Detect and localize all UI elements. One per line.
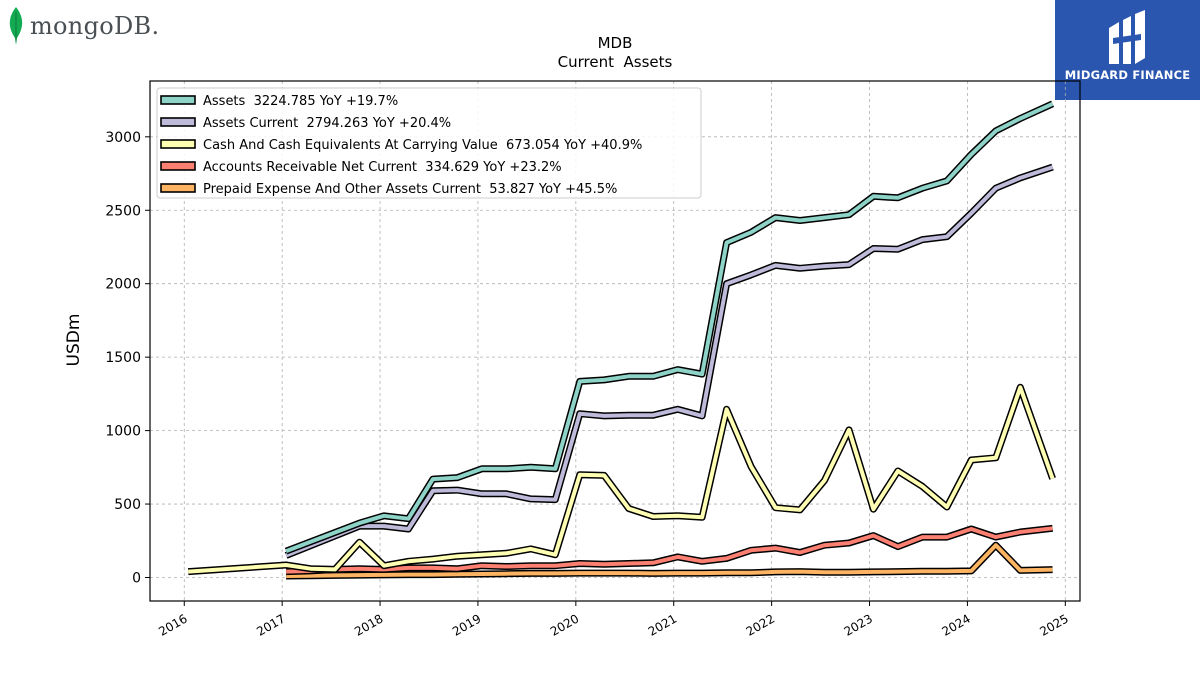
legend-swatch xyxy=(160,139,196,149)
y-tick-label: 3000 xyxy=(105,130,141,146)
series-cash-and-cash-equivalents-at-carrying-value xyxy=(187,383,1056,576)
legend-swatch xyxy=(160,183,196,193)
chart-title: MDB xyxy=(598,34,633,52)
y-tick-label: 2500 xyxy=(105,203,141,219)
chart-subtitle: Current Assets xyxy=(558,53,673,71)
x-tick-label: 2023 xyxy=(842,611,875,638)
y-tick-label: 2000 xyxy=(105,277,141,293)
x-tick-label: 2024 xyxy=(939,611,972,638)
mongodb-wordmark: mongoDB. xyxy=(30,12,160,40)
legend-label: Cash And Cash Equivalents At Carrying Va… xyxy=(203,138,642,153)
legend-label: Assets 3224.785 YoY +19.7% xyxy=(203,94,398,109)
legend-item: Assets 3224.785 YoY +19.7% xyxy=(160,94,398,109)
legend-box xyxy=(156,87,702,199)
x-tick-label: 2016 xyxy=(156,611,189,638)
legend-item: Accounts Receivable Net Current 334.629 … xyxy=(160,160,562,175)
series-line xyxy=(188,385,1055,574)
series-assets xyxy=(284,100,1055,555)
legend-label: Assets Current 2794.263 YoY +20.4% xyxy=(203,116,451,131)
series-line xyxy=(285,101,1054,553)
legend-swatch xyxy=(160,95,196,105)
legend: Assets 3224.785 YoY +19.7% Assets Current… xyxy=(156,87,702,199)
midgard-finance-logo: MIDGARD FINANCE xyxy=(1055,0,1200,100)
x-tick-label: 2020 xyxy=(548,611,581,638)
y-tick-label: 1500 xyxy=(105,350,141,366)
plot-frame xyxy=(149,80,1081,602)
y-tick-label: 500 xyxy=(114,497,141,513)
series-accounts-receivable-net-current xyxy=(285,524,1053,576)
series-line xyxy=(285,165,1054,558)
legend-swatch xyxy=(160,161,196,171)
series-lines xyxy=(187,100,1056,580)
y-axis-label: USDm xyxy=(64,314,84,367)
mongodb-logo: mongoDB. xyxy=(4,4,174,48)
legend-item: Prepaid Expense And Other Assets Current… xyxy=(160,182,617,197)
legend-label: Prepaid Expense And Other Assets Current… xyxy=(203,182,617,197)
series-assets-current xyxy=(284,163,1054,559)
y-tick-label: 1000 xyxy=(105,424,141,440)
x-tick-label: 2019 xyxy=(450,611,483,638)
legend-item: Cash And Cash Equivalents At Carrying Va… xyxy=(160,138,642,153)
x-tick-label: 2021 xyxy=(646,611,679,638)
x-tick-label: 2018 xyxy=(352,611,385,638)
x-tick-label: 2022 xyxy=(744,611,777,638)
legend-swatch xyxy=(160,117,196,127)
leaf-icon xyxy=(9,7,23,45)
y-tick-label: 0 xyxy=(132,570,141,586)
series-line xyxy=(286,543,1053,578)
series-prepaid-expense-and-other-assets-current xyxy=(286,541,1053,580)
midgard-wordmark: MIDGARD FINANCE xyxy=(1064,68,1191,82)
midgard-emblem-icon xyxy=(1109,10,1145,64)
grid xyxy=(150,81,1080,601)
x-tick-label: 2025 xyxy=(1037,611,1070,638)
legend-label: Accounts Receivable Net Current 334.629 … xyxy=(203,160,562,175)
legend-item: Assets Current 2794.263 YoY +20.4% xyxy=(160,116,451,131)
series-line xyxy=(286,526,1053,574)
x-tick-label: 2017 xyxy=(254,611,287,638)
